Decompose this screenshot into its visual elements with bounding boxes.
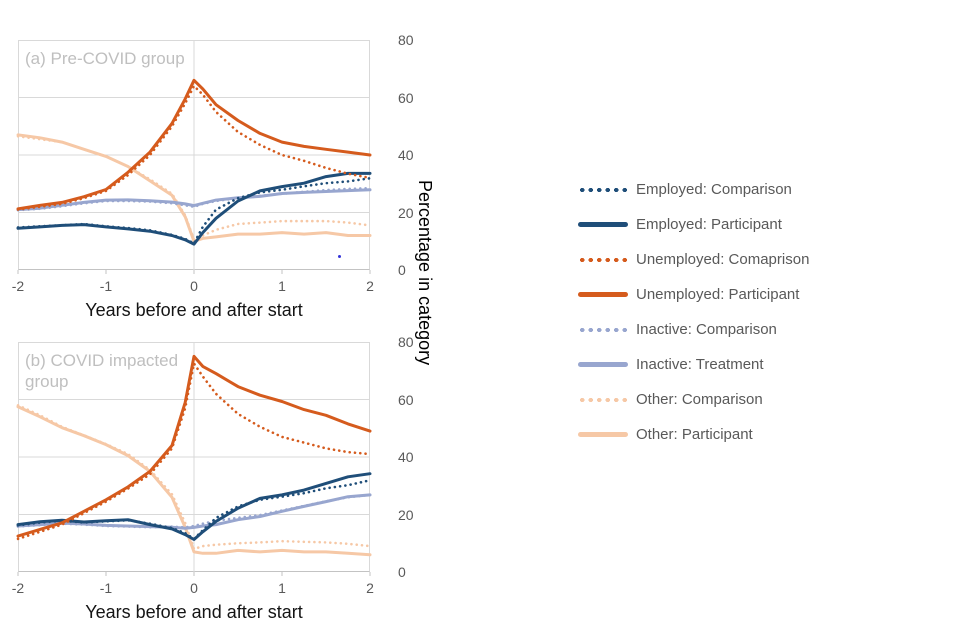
y-tick-label: 0	[398, 262, 406, 278]
series-other-participant	[16, 405, 372, 557]
x-tick-label: -2	[11, 278, 25, 294]
series-employed-participant	[16, 472, 372, 541]
legend-marker-solid	[578, 222, 628, 227]
series-employed-participant	[16, 171, 372, 246]
y-tick-label: 20	[398, 506, 414, 523]
legend-item: Unemployed: Participant	[578, 277, 809, 312]
y-tick-label: 60	[398, 89, 414, 106]
x-tick-label: -1	[99, 278, 113, 294]
legend-item: Inactive: Treatment	[578, 347, 809, 382]
legend-label: Employed: Participant	[636, 216, 782, 233]
series-unemployed-comaprison	[16, 84, 372, 211]
legend-marker-solid	[578, 292, 628, 297]
y-tick-label: 40	[398, 147, 414, 163]
x-axis-title-a: Years before and after start	[85, 300, 303, 320]
legend-item: Other: Comparison	[578, 382, 809, 417]
series-unemployed-participant	[16, 78, 372, 211]
legend-label: Inactive: Treatment	[636, 356, 764, 373]
legend-label: Unemployed: Participant	[636, 286, 800, 303]
x-tick-label: 2	[366, 580, 374, 596]
series-unemployed-participant	[16, 354, 372, 538]
x-tick-label: 0	[190, 580, 198, 596]
legend-marker-solid	[578, 432, 628, 437]
chart-plot-area	[16, 342, 372, 576]
chart-plot-area	[16, 40, 372, 274]
y-tick-label: 60	[398, 391, 414, 408]
stray-mark	[338, 255, 341, 258]
x-tick-label: -2	[11, 580, 25, 596]
legend-label: Other: Participant	[636, 426, 753, 443]
legend-marker-solid	[578, 362, 628, 367]
legend-item: Inactive: Comparison	[578, 312, 809, 347]
chart-title-a: (a) Pre-COVID group	[25, 49, 185, 68]
y-tick-label: 0	[398, 564, 406, 580]
legend-item: Unemployed: Comaprison	[578, 242, 809, 277]
legend-label: Unemployed: Comaprison	[636, 251, 810, 268]
x-tick-label: -1	[99, 580, 113, 596]
chart-pre-covid: (a) Pre-COVID group Years before and aft…	[12, 32, 414, 320]
x-tick-label: 1	[278, 278, 286, 294]
x-axis-title-b: Years before and after start	[85, 602, 303, 622]
legend-label: Employed: Comparison	[636, 181, 792, 198]
x-tick-label: 2	[366, 278, 374, 294]
legend: Employed: Comparison Employed: Participan…	[578, 172, 809, 452]
legend-marker-dotted	[578, 396, 628, 403]
legend-marker-dotted	[578, 326, 628, 333]
y-tick-label: 40	[398, 449, 414, 465]
legend-marker-dotted	[578, 256, 628, 263]
legend-item: Employed: Comparison	[578, 172, 809, 207]
series-inactive-treatment	[16, 188, 372, 212]
legend-label: Other: Comparison	[636, 391, 763, 408]
chart-covid-impacted: (b) COVID impacted group Years before an…	[12, 334, 414, 622]
y-axis-title: Percentage in category	[415, 180, 435, 366]
x-tick-label: 0	[190, 278, 198, 294]
x-tick-label: 1	[278, 580, 286, 596]
legend-item: Employed: Participant	[578, 207, 809, 242]
legend-marker-dotted	[578, 186, 628, 193]
y-tick-label: 80	[398, 32, 414, 48]
series-inactive-treatment	[16, 493, 372, 530]
y-tick-label: 80	[398, 334, 414, 350]
legend-item: Other: Participant	[578, 417, 809, 452]
legend-label: Inactive: Comparison	[636, 321, 777, 338]
y-tick-label: 20	[398, 204, 414, 221]
chart-title-b: (b) COVID impacted group	[25, 351, 179, 392]
